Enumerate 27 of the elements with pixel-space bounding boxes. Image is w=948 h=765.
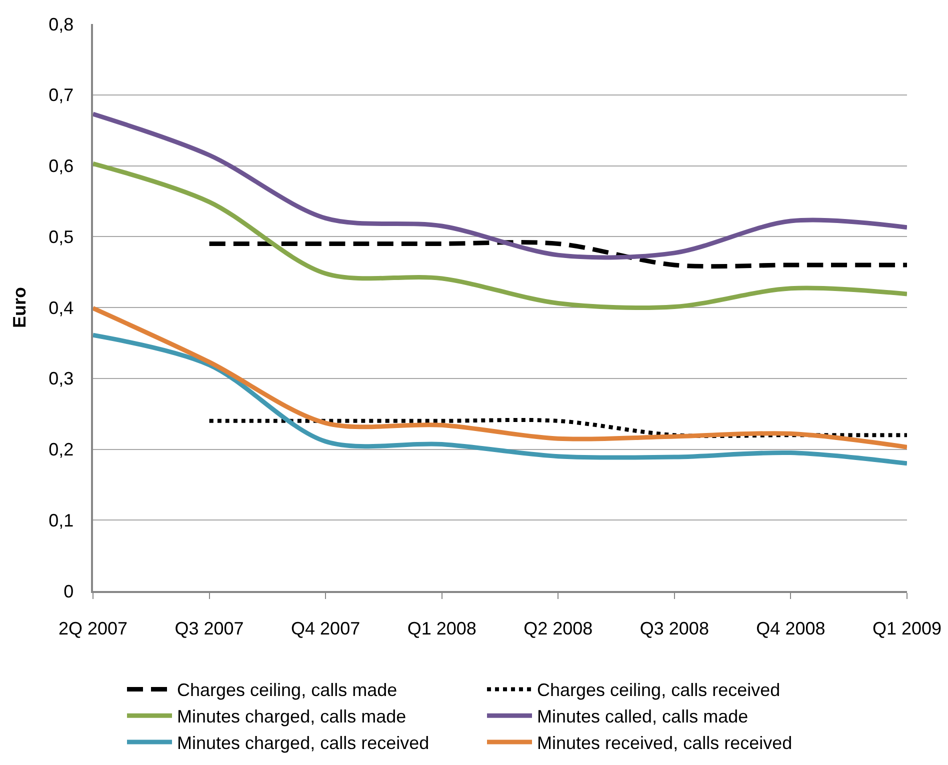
legend-label: Minutes charged, calls made <box>177 706 406 727</box>
line-series <box>93 306 907 450</box>
line-series <box>93 332 907 466</box>
y-tick-label: 0,6 <box>48 156 74 176</box>
y-axis-title: Euro <box>9 286 30 328</box>
legend-label: Charges ceiling, calls made <box>177 680 398 700</box>
legend-label: Charges ceiling, calls received <box>537 680 780 700</box>
legend-label: Minutes received, calls received <box>537 733 792 754</box>
legend-label: Minutes charged, calls received <box>177 733 430 754</box>
y-tick-label: 0 <box>64 581 74 602</box>
x-tick-label: 2Q 2007 <box>58 618 128 638</box>
x-tick-label: Q2 2008 <box>524 618 593 638</box>
x-tick-label: Q3 2008 <box>640 618 709 638</box>
legend-label: Minutes called, calls made <box>537 706 748 727</box>
x-tick-label: Q4 2007 <box>291 618 360 638</box>
y-tick-label: 0,3 <box>48 368 74 389</box>
x-tick-label: Q1 2008 <box>407 618 476 638</box>
x-tick-label: Q3 2007 <box>174 618 244 638</box>
x-tick-label: Q1 2009 <box>872 618 942 638</box>
y-tick-label: 0,4 <box>48 298 74 318</box>
y-tick-label: 0,5 <box>48 226 74 247</box>
y-tick-label: 0,8 <box>48 14 74 34</box>
line-series <box>93 161 907 310</box>
y-tick-label: 0,1 <box>48 510 74 530</box>
x-tick-label: Q4 2008 <box>756 618 826 638</box>
y-tick-label: 0,7 <box>48 85 74 106</box>
y-tick-label: 0,2 <box>48 440 74 460</box>
